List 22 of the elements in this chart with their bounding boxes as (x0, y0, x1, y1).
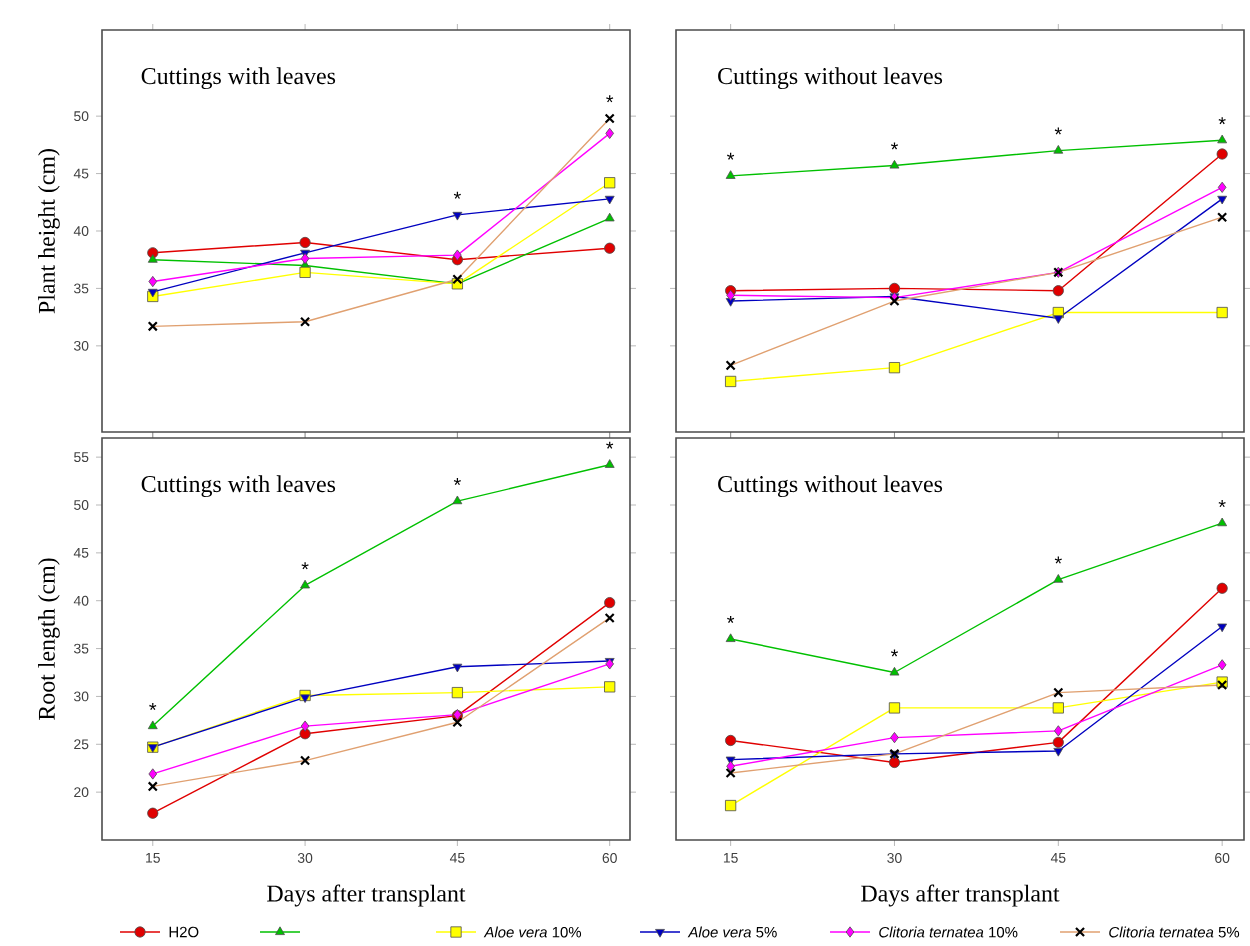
annotation: * (1218, 500, 1226, 508)
text: Cuttings with leaves (141, 475, 336, 498)
annotation: * (301, 562, 309, 570)
annotation: * (149, 703, 157, 711)
annotation: * (727, 152, 735, 160)
annotation: * (1054, 127, 1062, 135)
annotation: * (606, 95, 614, 103)
annotation: * (606, 441, 614, 449)
annotation: * (453, 191, 461, 199)
text: Cuttings without leaves (718, 475, 943, 498)
annotation: * (1218, 117, 1226, 125)
annotation: * (727, 615, 735, 623)
y-axis-title: Plant height (cm) (38, 149, 60, 314)
annotation: * (890, 649, 899, 657)
annotation: * (890, 142, 899, 150)
annotation: * (453, 478, 461, 486)
annotation: * (1054, 556, 1062, 564)
text: Cuttings with leaves (141, 67, 336, 90)
x-axis-title: Days after transplant (267, 884, 466, 907)
text: Cuttings without leaves (718, 67, 943, 90)
y-axis-title: Root length (cm) (38, 558, 60, 720)
x-axis-title: Days after transplant (861, 884, 1060, 907)
